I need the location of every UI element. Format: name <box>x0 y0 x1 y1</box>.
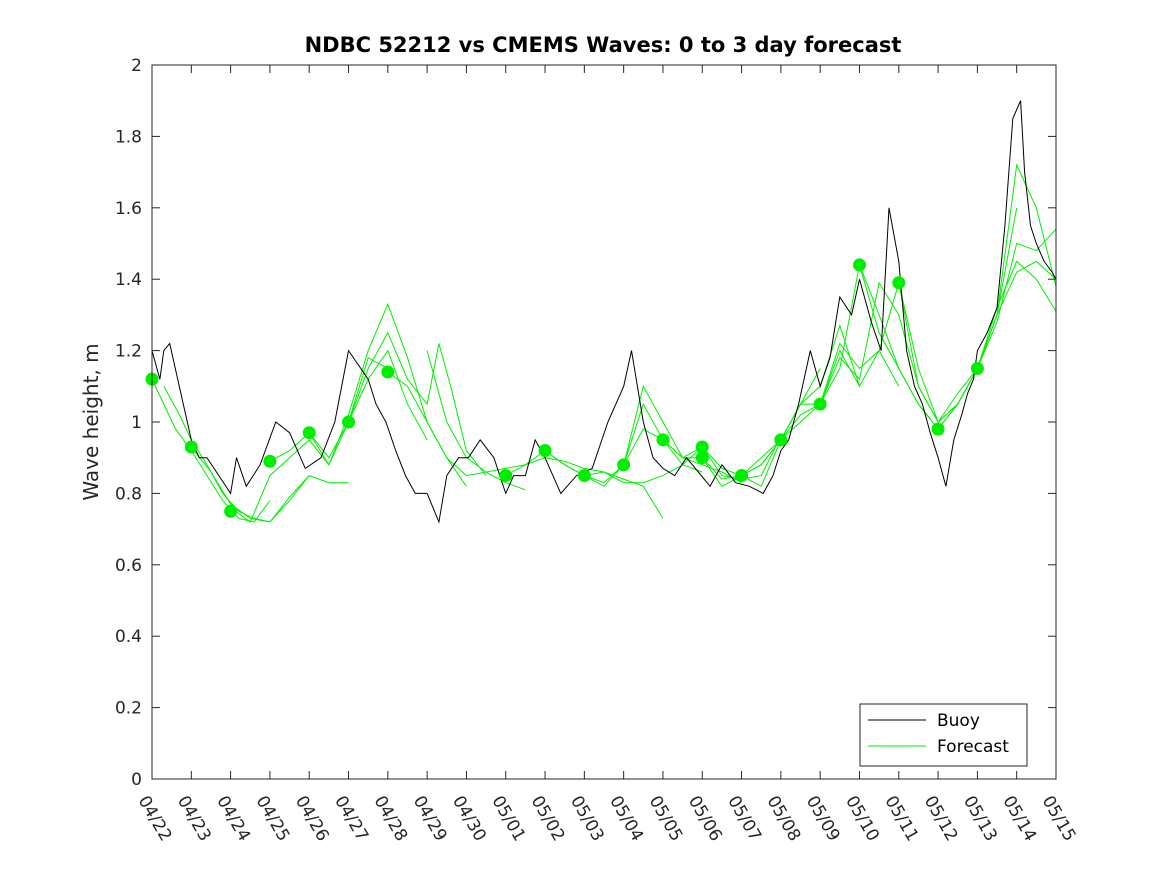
y-axis-label: Wave height, m <box>79 343 103 500</box>
forecast-line <box>163 386 310 523</box>
y-tick-label: 1.2 <box>115 342 142 362</box>
forecast-marker <box>617 458 631 472</box>
y-tick-label: 1.8 <box>115 127 142 147</box>
forecast-marker <box>735 469 749 483</box>
forecast-line <box>937 228 1057 430</box>
x-tick-label: 05/10 <box>841 793 883 845</box>
x-tick-label: 05/02 <box>527 793 569 845</box>
forecast-line <box>505 449 703 484</box>
y-tick-label: 0 <box>131 770 142 790</box>
forecast-line <box>190 446 349 523</box>
forecast-marker <box>774 433 788 447</box>
x-tick-label: 05/05 <box>645 793 687 845</box>
forecast-marker <box>695 440 709 454</box>
y-tick-label: 1 <box>131 413 142 433</box>
x-tick-label: 04/30 <box>448 793 490 845</box>
x-tick-label: 04/26 <box>291 793 333 845</box>
forecast-line <box>898 260 1057 424</box>
x-tick-label: 04/23 <box>173 793 215 845</box>
x-tick-label: 04/22 <box>134 793 176 845</box>
x-tick-label: 05/14 <box>998 793 1040 845</box>
forecast-marker <box>577 469 591 483</box>
plot-frame <box>151 64 1057 780</box>
forecast-line <box>859 163 1057 430</box>
x-tick-label: 05/08 <box>763 793 805 845</box>
buoy-line <box>151 100 1057 524</box>
y-tick-label: 0.2 <box>115 699 142 719</box>
forecast-line <box>151 378 271 523</box>
y-tick-label: 2 <box>131 56 142 76</box>
x-tick-label: 04/29 <box>409 793 451 845</box>
x-tick-label: 05/09 <box>802 793 844 845</box>
forecast-line <box>269 349 428 462</box>
x-tick-label: 05/12 <box>920 793 962 845</box>
forecast-marker <box>538 444 552 458</box>
y-axis-ticks: 0 0.2 0.4 0.6 0.8 1 1.2 1.4 1.6 1.8 2 <box>115 56 1056 790</box>
forecast-marker <box>931 422 945 436</box>
chart-title: NDBC 52212 vs CMEMS Waves: 0 to 3 day fo… <box>305 33 902 57</box>
forecast-marker <box>302 426 316 440</box>
x-tick-label: 05/03 <box>566 793 608 845</box>
forecast-marker <box>224 504 238 518</box>
forecast-marker <box>852 258 866 272</box>
x-tick-label: 05/15 <box>1038 793 1080 845</box>
y-tick-label: 0.6 <box>115 556 142 576</box>
y-tick-label: 0.8 <box>115 484 142 504</box>
x-tick-label: 04/28 <box>369 793 411 845</box>
y-tick-label: 1.4 <box>115 270 142 290</box>
forecast-marker <box>499 469 513 483</box>
legend-buoy-label: Buoy <box>937 711 980 731</box>
y-tick-label: 0.4 <box>115 627 142 647</box>
forecast-marker <box>263 454 277 468</box>
forecast-line <box>701 342 900 480</box>
x-tick-label: 05/11 <box>880 793 922 845</box>
forecast-markers <box>145 258 984 518</box>
forecast-line <box>584 402 782 484</box>
plot-lines <box>151 100 1057 524</box>
forecast-line <box>348 331 487 476</box>
forecast-line <box>230 356 389 523</box>
x-tick-label: 04/25 <box>252 793 294 845</box>
x-tick-label: 04/24 <box>212 793 254 845</box>
forecast-line <box>976 260 1057 369</box>
forecast-marker <box>695 451 709 465</box>
x-tick-label: 05/13 <box>959 793 1001 845</box>
forecast-marker <box>970 361 984 375</box>
forecast-marker <box>892 276 906 290</box>
x-tick-label: 05/07 <box>723 793 765 845</box>
forecast-marker <box>813 397 827 411</box>
legend-box <box>859 703 1028 767</box>
y-tick-label: 1.6 <box>115 199 142 219</box>
forecast-marker <box>381 365 395 379</box>
forecast-line <box>308 302 467 487</box>
forecast-line <box>662 323 860 477</box>
x-tick-label: 04/27 <box>330 793 372 845</box>
forecast-marker <box>342 415 356 429</box>
legend: Buoy Forecast <box>859 703 1028 767</box>
forecast-marker <box>184 440 198 454</box>
x-tick-label: 05/04 <box>605 793 647 845</box>
legend-forecast-label: Forecast <box>937 737 1009 757</box>
x-tick-label: 05/01 <box>487 793 529 845</box>
forecast-marker <box>656 433 670 447</box>
x-tick-label: 05/06 <box>684 793 726 845</box>
